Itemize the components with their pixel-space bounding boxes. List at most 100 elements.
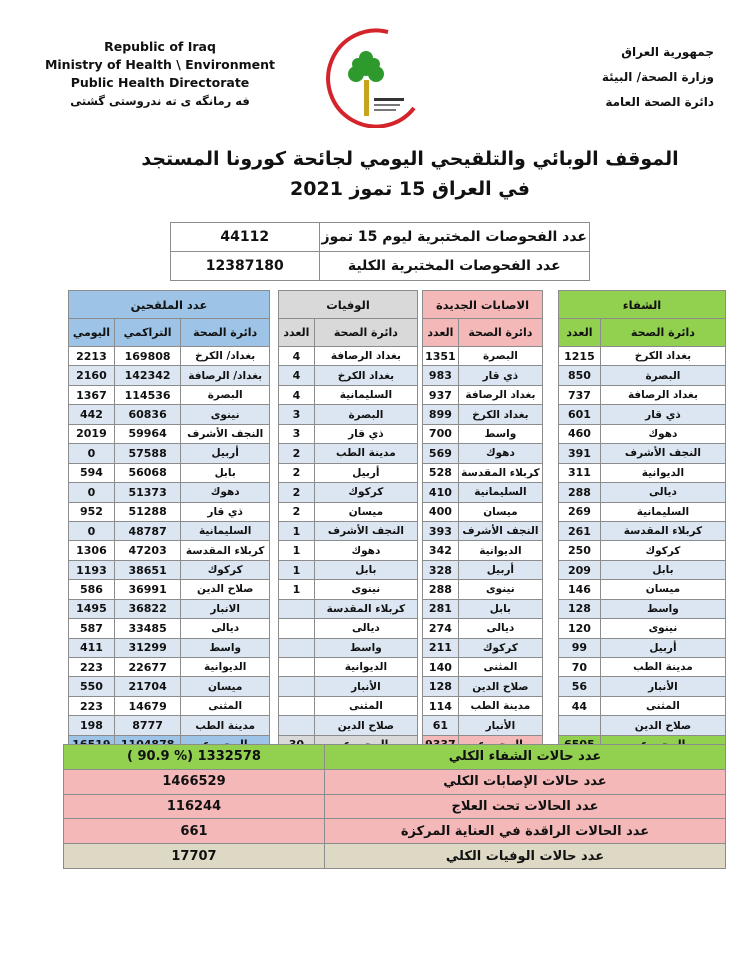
value-cell: 550 (68, 676, 115, 697)
table-row: صلاح الدين (558, 715, 727, 736)
value-cell: 140 (422, 656, 459, 678)
region-cell: واسط (599, 598, 727, 620)
column-header-row: دائرة الصحة العدد (558, 318, 727, 347)
table-row: المثنى 140 (422, 656, 544, 678)
region-cell: كركوك (313, 482, 419, 503)
value-cell: 1 (278, 540, 315, 561)
region-cell: بغداد/ الرصافة (180, 365, 270, 386)
region-cell: بابل (457, 598, 544, 620)
table-row: بغداد الكرخ 899 (422, 404, 544, 425)
table-row: كربلاء المقدسة (278, 598, 419, 620)
table-row: واسط 700 (422, 423, 544, 445)
region-cell: الأنبار (313, 676, 419, 697)
value-cell: 44 (558, 695, 601, 717)
region-cell: بغداد الرصافة (599, 384, 727, 406)
value-cell: 57588 (113, 443, 182, 464)
table-row: بغداد الرصافة 737 (558, 384, 727, 406)
column-header: دائرة الصحة (457, 318, 544, 347)
value-cell: 99 (558, 637, 601, 659)
region-cell: بغداد الكرخ (313, 365, 419, 386)
region-cell: بغداد الرصافة (457, 384, 544, 406)
table-row: كركوك 211 (422, 637, 544, 659)
header-en-line: Public Health Directorate (70, 75, 250, 90)
region-cell: مدينة الطب (313, 443, 419, 464)
value-cell: 2019 (68, 423, 115, 445)
value-cell: 4 (278, 345, 315, 367)
region-cell: النجف الأشرف (313, 520, 419, 542)
tests-row: عدد الفحوصات المختبرية ليوم 15 تموز 44112 (170, 222, 591, 252)
value-cell: 51288 (113, 501, 182, 522)
value-cell (278, 676, 315, 697)
table-row: ذي قار 51288 952 (68, 501, 270, 522)
table-row: بغداد الكرخ 4 (278, 365, 419, 386)
table-row: ديالى (278, 618, 419, 639)
table-row: المثنى 14679 223 (68, 695, 270, 717)
table-title-row: الوفيات (278, 290, 418, 319)
table-row: الديوانية 311 (558, 462, 727, 484)
header-arabic: جمهورية العراق وزارة الصحة/ البيئة دائرة… (554, 40, 714, 115)
region-cell: السليمانية (599, 501, 727, 522)
column-header: دائرة الصحة (180, 318, 270, 347)
table-title-row: عدد الملقحين (68, 290, 270, 319)
region-cell: أربيل (313, 462, 419, 484)
tests-value: 44112 (170, 222, 320, 252)
header-en-line: فه رمانگه ی ته ندروستی گشتی (70, 94, 250, 108)
value-cell: 328 (422, 559, 459, 581)
table-row: نينوى 288 (422, 579, 544, 600)
table-row: كركوك 2 (278, 482, 419, 503)
value-cell: 569 (422, 443, 459, 464)
value-cell: 587 (68, 618, 115, 639)
table-row: واسط (278, 637, 419, 659)
region-cell: ميسان (457, 501, 544, 522)
value-cell: 700 (422, 423, 459, 445)
table-row: كركوك 250 (558, 540, 727, 561)
value-cell: 442 (68, 404, 115, 425)
table-row: البصرة 1351 (422, 345, 544, 367)
value-cell: 59964 (113, 423, 182, 445)
value-cell: 937 (422, 384, 459, 406)
region-cell: نينوى (313, 579, 419, 600)
value-cell: 269 (558, 501, 601, 522)
table-row: بغداد الرصافة 937 (422, 384, 544, 406)
header-ar-line: وزارة الصحة/ البيئة (601, 70, 714, 84)
table-title: الاصابات الجديدة (422, 290, 543, 319)
value-cell: 2 (278, 482, 315, 503)
table-row: بابل 56068 594 (68, 462, 270, 484)
column-header: العدد (422, 318, 459, 347)
value-cell: 342 (422, 540, 459, 561)
region-cell: بابل (313, 559, 419, 581)
table-row: ذي قار 983 (422, 365, 544, 386)
column-header: دائرة الصحة (313, 318, 419, 347)
table-title: الشفاء (558, 290, 726, 319)
table-row: ذي قار 3 (278, 423, 419, 445)
value-cell: 120 (558, 618, 601, 639)
summary-row: عدد الحالات تحت العلاج 116244 (63, 793, 726, 820)
region-cell: الانبار (180, 598, 270, 620)
value-cell: 3 (278, 404, 315, 425)
value-cell: 1 (278, 579, 315, 600)
region-cell: أربيل (599, 637, 727, 659)
tests-label: عدد الفحوصات المختبرية ليوم 15 تموز (318, 222, 591, 252)
column-header-row: دائرة الصحة التراكمي اليومي (68, 318, 270, 347)
table-row: مدينة الطب 114 (422, 695, 544, 717)
value-cell: 1495 (68, 598, 115, 620)
value-cell: 114536 (113, 384, 182, 406)
value-cell: 737 (558, 384, 601, 406)
value-cell (278, 618, 315, 639)
region-cell: أربيل (457, 559, 544, 581)
table-row: الانبار 36822 1495 (68, 598, 270, 620)
table-row: المثنى 44 (558, 695, 727, 717)
table-row: كربلاء المقدسة 47203 1306 (68, 540, 270, 561)
table-row: أربيل 2 (278, 462, 419, 484)
value-cell: 311 (558, 462, 601, 484)
region-cell: صلاح الدين (180, 579, 270, 600)
deaths-table: الوفيات دائرة الصحة العدد بغداد الرصافة 4 بغد… (278, 290, 419, 756)
table-row: كربلاء المقدسة 261 (558, 520, 727, 542)
region-cell: صلاح الدين (599, 715, 727, 736)
value-cell: 1 (278, 520, 315, 542)
table-row: نينوى 120 (558, 618, 727, 639)
region-cell: البصرة (313, 404, 419, 425)
vaccinated-table: عدد الملقحين دائرة الصحة التراكمي اليومي بغد… (68, 290, 270, 756)
region-cell: ذي قار (457, 365, 544, 386)
region-cell: ديالى (313, 618, 419, 639)
